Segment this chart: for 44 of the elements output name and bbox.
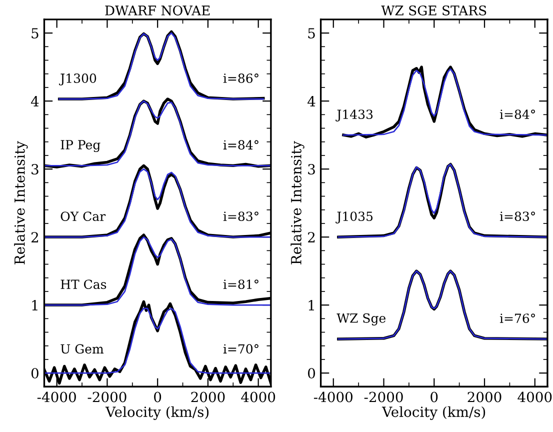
y-tick-label: 5 [32, 28, 38, 39]
y-tick-label: 3 [308, 164, 315, 175]
x-axis-title: Velocity (km/s) [105, 406, 209, 420]
x-tick-label: 4000 [241, 392, 276, 402]
annotation: i=81° [223, 280, 258, 290]
x-tick-label: 0 [430, 392, 438, 402]
series-label: WZ Sge [336, 313, 386, 326]
annotation: i=76° [500, 314, 535, 324]
x-tick-label: 2000 [468, 392, 502, 402]
y-tick-label: 4 [308, 96, 316, 106]
series-label: J1433 [336, 110, 373, 122]
annotation: i=86° [223, 74, 258, 83]
y-tick-label: 4 [30, 96, 39, 106]
series-label: IP Peg [60, 140, 100, 152]
series-label: J1300 [59, 74, 96, 86]
y-tick-label: 5 [308, 28, 315, 39]
annotation: i=84° [500, 110, 535, 120]
annotation: i=84° [223, 140, 258, 150]
y-tick-label: 2 [308, 232, 315, 242]
x-tick-label: -4000 [314, 392, 352, 402]
y-axis-title: Relative Intensity [290, 141, 304, 264]
chart-title: WZ SGE STARS [381, 5, 486, 16]
series-label: OY Car [60, 212, 106, 222]
y-tick-label: 3 [32, 164, 38, 175]
y-tick-label: 0 [308, 368, 316, 379]
series-label: U Gem [60, 344, 104, 354]
y-tick-label: 1 [32, 300, 38, 310]
x-tick-label: 2000 [191, 392, 225, 402]
y-tick-label: 2 [31, 232, 38, 242]
x-tick-label: -4000 [37, 392, 76, 402]
chart-title: DWARF NOVAE [105, 5, 210, 16]
series-label: J1035 [336, 212, 373, 224]
x-tick-label: 0 [154, 392, 162, 402]
series-label: HT Cas [60, 280, 106, 290]
x-tick-label: -2000 [364, 392, 403, 402]
annotation: i=83° [500, 212, 535, 222]
x-tick-label: -2000 [88, 392, 126, 402]
y-axis-title: Relative Intensity [14, 141, 28, 264]
annotation: i=70° [223, 344, 258, 354]
x-tick-label: 4000 [518, 392, 552, 402]
y-tick-label: 0 [31, 368, 38, 379]
x-axis-title: Velocity (km/s) [382, 406, 486, 420]
annotation: i=83° [223, 212, 258, 222]
y-tick-label: 1 [308, 300, 314, 310]
